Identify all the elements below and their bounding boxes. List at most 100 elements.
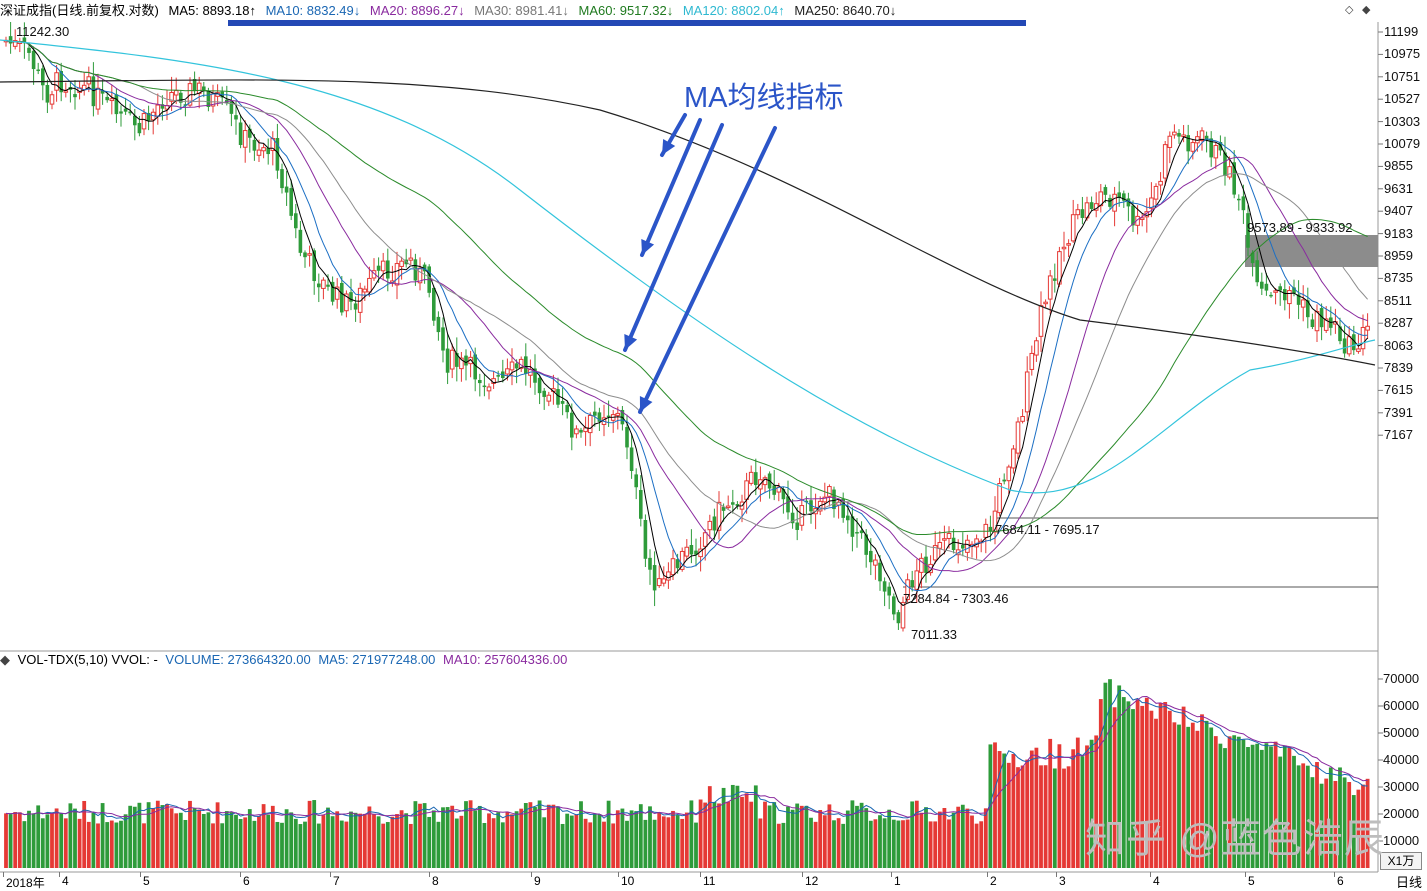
candle-body-up (1029, 352, 1035, 370)
volume-bar (1043, 765, 1048, 868)
volume-bar (468, 800, 473, 868)
volume-bar (326, 807, 330, 868)
time-axis-label: 11 (703, 874, 716, 888)
diamond-filled-icon[interactable]: ◆ (1362, 4, 1371, 16)
volume-bar (546, 804, 551, 868)
volume-bar (1075, 737, 1080, 868)
candle-body-up (155, 104, 161, 117)
volume-header: ◆ VOL-TDX(5,10) VVOL: - VOLUME: 27366432… (0, 651, 571, 669)
volume-bar (970, 815, 974, 868)
candle-body-down (1177, 132, 1181, 137)
candle-body-down (1209, 138, 1213, 158)
time-axis-label: 5 (143, 874, 150, 888)
volume-bar (445, 807, 450, 868)
diamond-outline-icon[interactable]: ◇ (1345, 4, 1354, 16)
period-label[interactable]: 日线 (1396, 875, 1423, 890)
candle-body-down (896, 612, 901, 624)
volume-bar (1269, 746, 1273, 868)
candle-body-down (482, 385, 487, 388)
candle-body-up (574, 428, 579, 435)
volume-bar (951, 812, 956, 868)
candle-body-up (449, 349, 455, 370)
volume-bar (1342, 777, 1347, 868)
volume-bar (1011, 753, 1016, 868)
candle-body-down (280, 169, 284, 189)
volume-bar (316, 823, 321, 868)
volume-bar (1131, 709, 1135, 868)
time-axis-label: 7 (333, 874, 340, 888)
volume-bar (997, 751, 1002, 868)
volume-bar (901, 820, 905, 868)
volume-bar (123, 814, 128, 868)
volume-indicator-title: VOL-TDX(5,10) VVOL: - (17, 652, 158, 667)
volume-bar (1016, 767, 1020, 868)
candle-body-up (827, 486, 832, 497)
volume-tick-label: 30000 (1383, 779, 1420, 794)
volume-bar (832, 820, 836, 868)
ma5-readout: MA5: 8893.18↑ (168, 3, 256, 18)
volume-bar (933, 821, 938, 868)
candle-body-down (100, 90, 105, 94)
volume-bar (36, 805, 41, 868)
price-tick-label: 10975 (1384, 46, 1421, 62)
annotation-arrow-2 (640, 118, 702, 257)
panel-toggle-icon[interactable]: ◆ (0, 652, 10, 667)
candle-body-up (1365, 325, 1370, 331)
volume-bar (119, 820, 123, 868)
volume-bar (914, 800, 919, 868)
candle-body-up (587, 414, 593, 434)
candle-body-up (1273, 290, 1278, 293)
candle-body-up (86, 76, 92, 85)
price-tick-label: 9407 (1384, 203, 1413, 219)
low-price-label: 7011.33 (911, 627, 958, 642)
ma10-line (5, 39, 1368, 592)
candle-body-down (643, 520, 648, 559)
volume-bar (132, 806, 137, 868)
candle-body-down (317, 283, 321, 288)
candle-body-down (652, 565, 657, 591)
candle-body-down (859, 530, 864, 534)
candle-body-down (1186, 135, 1190, 152)
candle-body-down (303, 252, 307, 258)
volume-bar (574, 814, 579, 868)
volume-bar (1112, 707, 1117, 868)
volume-bar (942, 808, 947, 868)
candle-body-up (1075, 209, 1081, 216)
candle-body-up (1011, 448, 1016, 469)
volume-bar (473, 810, 478, 868)
volume-bar (408, 823, 413, 868)
volume-bar (1218, 743, 1223, 868)
candle-body-up (799, 505, 805, 526)
volume-bar (1057, 744, 1062, 868)
candle-body-up (873, 559, 878, 566)
kline-chart[interactable] (0, 22, 1427, 890)
candle-body-down (22, 37, 27, 44)
volume-bar (1144, 697, 1149, 868)
volume-bar (395, 814, 399, 868)
candle-body-down (413, 259, 418, 281)
volume-bar (841, 823, 846, 868)
candle-body-up (725, 505, 731, 509)
volume-bar (735, 785, 740, 868)
candle-body-up (1162, 144, 1168, 179)
time-axis-tick (1245, 872, 1246, 877)
candle-body-down (560, 401, 565, 404)
candle-body-down (841, 498, 845, 518)
volume-bar (588, 822, 593, 868)
candle-body-up (1356, 348, 1361, 352)
candle-body-down (133, 115, 137, 126)
volume-unit-badge[interactable]: X1万 (1380, 852, 1422, 870)
volume-bar (1319, 783, 1324, 868)
ma5-line (5, 39, 1368, 607)
volume-bar (1071, 749, 1076, 868)
volume-bar (174, 813, 179, 868)
volume-bar (385, 822, 390, 868)
candle-body-up (1112, 193, 1117, 212)
candle-body-up (1167, 135, 1173, 148)
candle-body-down (353, 303, 358, 310)
volume-bar (220, 823, 225, 868)
volume-bar (776, 823, 781, 868)
volume-bar (344, 821, 349, 868)
price-tick-label: 10303 (1384, 113, 1421, 129)
volume-bar (597, 814, 602, 868)
